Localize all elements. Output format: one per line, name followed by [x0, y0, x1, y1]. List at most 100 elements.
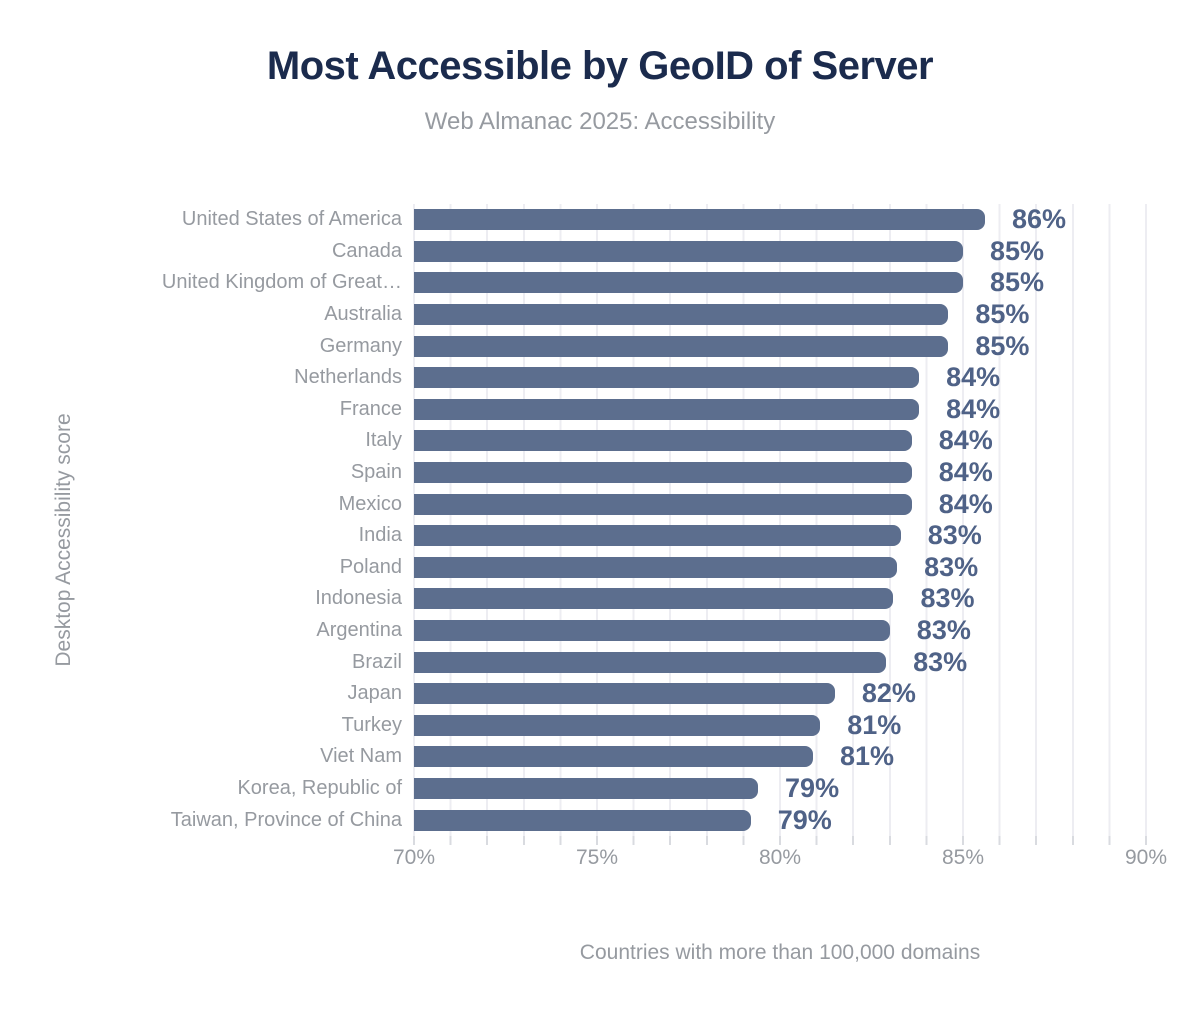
bar	[414, 556, 898, 578]
chart-subtitle: Web Almanac 2025: Accessibility	[424, 108, 776, 135]
bar-row: India 83%	[0, 520, 1200, 552]
category-label: Mexico	[338, 492, 402, 515]
x-axis-title: Countries with more than 100,000 domains	[579, 941, 981, 964]
bar-row: Turkey 81%	[0, 710, 1200, 742]
bar-track: 84%	[414, 488, 1146, 519]
bar-track: 84%	[414, 425, 1146, 456]
bar-track: 85%	[414, 235, 1146, 266]
x-axis-tick-marks	[413, 836, 1147, 845]
value-label: 79%	[785, 772, 840, 803]
bar-track: 85%	[414, 330, 1146, 361]
value-label: 85%	[975, 330, 1030, 361]
value-label: 84%	[946, 393, 1001, 424]
category-label: Japan	[347, 682, 403, 705]
category-label: Italy	[365, 429, 402, 452]
category-label: United States of America	[181, 208, 402, 231]
bar-track: 79%	[414, 772, 1146, 803]
chart-title: Most Accessible by GeoID of Server	[266, 44, 934, 88]
bar-track: 79%	[414, 804, 1146, 835]
value-label: 85%	[990, 235, 1045, 266]
bar-row: Indonesia 83%	[0, 583, 1200, 615]
bar	[414, 240, 963, 262]
bar-row: Brazil 83%	[0, 646, 1200, 678]
bar-track: 83%	[414, 646, 1146, 677]
value-label: 84%	[938, 425, 993, 456]
bar-track: 84%	[414, 457, 1146, 488]
bar	[414, 493, 912, 515]
bar-track: 83%	[414, 615, 1146, 646]
category-label: France	[339, 397, 402, 420]
value-label: 83%	[920, 583, 975, 614]
bar-row: Taiwan, Province of China 79%	[0, 804, 1200, 836]
category-label: Brazil	[351, 650, 402, 673]
bar	[414, 272, 963, 294]
category-label: Argentina	[316, 619, 402, 642]
bar-track: 86%	[414, 204, 1146, 235]
bar-track: 83%	[414, 551, 1146, 582]
category-label: Taiwan, Province of China	[170, 808, 402, 831]
bar-track: 85%	[414, 299, 1146, 330]
category-label: India	[358, 524, 402, 547]
bar	[414, 588, 894, 610]
value-label: 81%	[847, 709, 902, 740]
category-label: Netherlands	[294, 366, 402, 389]
bar	[414, 525, 901, 547]
x-axis-tick-labels: 70% 75% 80% 85% 90%	[393, 846, 1167, 874]
bar	[414, 398, 920, 420]
bar-track: 84%	[414, 393, 1146, 424]
category-label: Germany	[319, 334, 402, 357]
category-label: Viet Nam	[320, 745, 402, 768]
x-tick-label: 85%	[941, 846, 985, 869]
bar-row: Argentina 83%	[0, 615, 1200, 647]
bar-track: 81%	[414, 741, 1146, 772]
bar-track: 83%	[414, 583, 1146, 614]
bar-row: Poland 83%	[0, 552, 1200, 584]
bar-row: France 84%	[0, 394, 1200, 426]
bar	[414, 209, 985, 231]
bar	[414, 683, 835, 705]
value-label: 85%	[975, 299, 1030, 330]
bar-row: Japan 82%	[0, 678, 1200, 710]
category-label: Australia	[324, 303, 402, 326]
x-tick-label: 75%	[575, 846, 619, 869]
x-tick-label: 90%	[1124, 846, 1168, 869]
bar	[414, 430, 912, 452]
value-label: 83%	[927, 520, 982, 551]
value-label: 83%	[924, 551, 979, 582]
bar	[414, 367, 920, 389]
bar-row: United States of America 86%	[0, 204, 1200, 236]
bar	[414, 746, 813, 768]
bar-row: United Kingdom of Great… 85%	[0, 267, 1200, 299]
value-label: 85%	[990, 267, 1045, 298]
bar	[414, 777, 759, 799]
bar-track: 85%	[414, 267, 1146, 298]
x-tick-label: 70%	[392, 846, 436, 869]
bar	[414, 304, 949, 326]
bar-row: Canada 85%	[0, 236, 1200, 268]
bar-row: Italy 84%	[0, 425, 1200, 457]
bar	[414, 620, 890, 642]
bar-row: Mexico 84%	[0, 488, 1200, 520]
bar-row: Netherlands 84%	[0, 362, 1200, 394]
value-label: 79%	[777, 804, 832, 835]
bar-row: Australia 85%	[0, 299, 1200, 331]
category-label: Canada	[331, 239, 402, 262]
bar-row: Spain 84%	[0, 457, 1200, 489]
category-label: Turkey	[341, 713, 402, 736]
value-label: 83%	[913, 646, 968, 677]
value-label: 84%	[938, 488, 993, 519]
category-label: Poland	[339, 555, 402, 578]
bar	[414, 462, 912, 484]
value-label: 86%	[1011, 204, 1066, 235]
value-label: 83%	[916, 615, 971, 646]
x-tick-label: 80%	[758, 846, 802, 869]
bar-row: Korea, Republic of 79%	[0, 773, 1200, 805]
category-label: Spain	[350, 461, 402, 484]
bar-track: 81%	[414, 709, 1146, 740]
value-label: 81%	[839, 741, 894, 772]
value-label: 84%	[946, 362, 1001, 393]
bar-track: 82%	[414, 680, 1146, 707]
category-label: United Kingdom of Great…	[161, 271, 402, 294]
value-label: 84%	[938, 457, 993, 488]
category-label: Korea, Republic of	[237, 776, 402, 799]
